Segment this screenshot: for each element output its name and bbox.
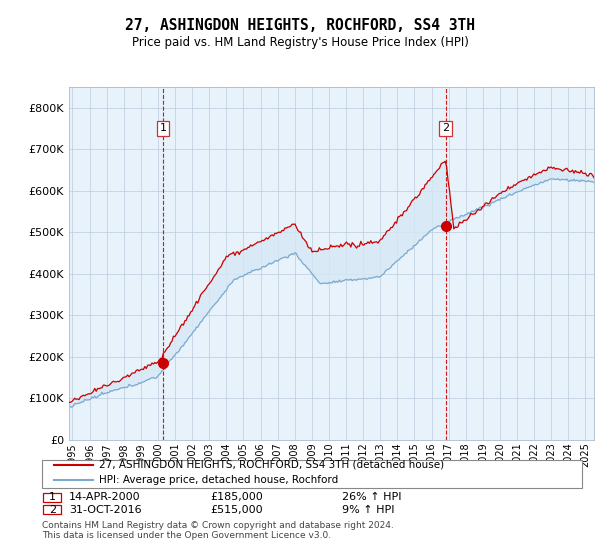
Text: 1: 1 xyxy=(160,123,166,133)
Text: 2: 2 xyxy=(49,505,56,515)
Text: 26% ↑ HPI: 26% ↑ HPI xyxy=(342,492,401,502)
Text: 27, ASHINGDON HEIGHTS, ROCHFORD, SS4 3TH (detached house): 27, ASHINGDON HEIGHTS, ROCHFORD, SS4 3TH… xyxy=(99,460,444,470)
Text: £515,000: £515,000 xyxy=(210,505,263,515)
Text: 27, ASHINGDON HEIGHTS, ROCHFORD, SS4 3TH: 27, ASHINGDON HEIGHTS, ROCHFORD, SS4 3TH xyxy=(125,18,475,33)
Text: 9% ↑ HPI: 9% ↑ HPI xyxy=(342,505,395,515)
Text: £185,000: £185,000 xyxy=(210,492,263,502)
Text: Price paid vs. HM Land Registry's House Price Index (HPI): Price paid vs. HM Land Registry's House … xyxy=(131,36,469,49)
Text: HPI: Average price, detached house, Rochford: HPI: Average price, detached house, Roch… xyxy=(99,475,338,485)
Text: 31-OCT-2016: 31-OCT-2016 xyxy=(69,505,142,515)
Text: 14-APR-2000: 14-APR-2000 xyxy=(69,492,140,502)
Text: This data is licensed under the Open Government Licence v3.0.: This data is licensed under the Open Gov… xyxy=(42,531,331,540)
Text: 1: 1 xyxy=(49,492,56,502)
Text: Contains HM Land Registry data © Crown copyright and database right 2024.: Contains HM Land Registry data © Crown c… xyxy=(42,521,394,530)
Text: 2: 2 xyxy=(442,123,449,133)
